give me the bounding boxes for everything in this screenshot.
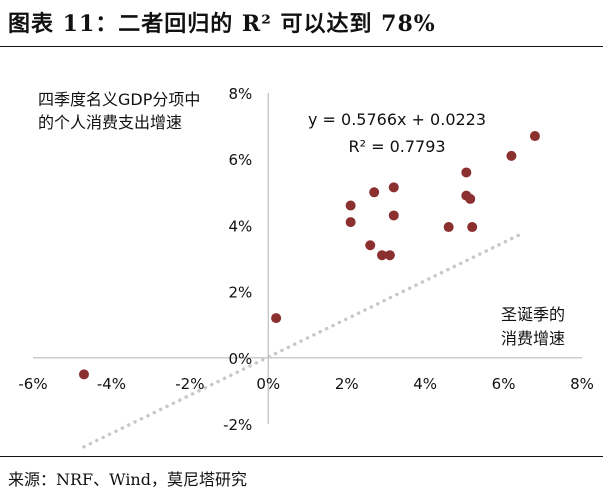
y-axis-title-line: 四季度名义GDP分项中 (38, 90, 200, 109)
data-point (443, 222, 454, 233)
y-tick-label: 6% (228, 151, 252, 169)
data-point (369, 187, 380, 198)
x-tick-label: -6% (18, 375, 47, 393)
y-tick-label: 2% (228, 284, 252, 302)
regression-equation: y = 0.5766x + 0.0223 (308, 110, 486, 129)
data-point (388, 210, 399, 221)
data-point (529, 131, 540, 142)
data-points (78, 131, 540, 380)
x-axis-title-line: 圣诞季的 (501, 305, 565, 324)
data-point (345, 200, 356, 211)
data-point (271, 313, 282, 324)
y-tick-label: 4% (228, 217, 252, 235)
trendline-path (82, 231, 525, 449)
axes: -6% -4% -2% 0% 2% 4% 6% 8% -2% 0% 2% 4% 6% 8% (18, 85, 594, 434)
y-axis-title-line: 的个人消费支出增速 (38, 113, 182, 132)
data-point (467, 222, 478, 233)
data-point (506, 150, 517, 161)
data-point (465, 193, 476, 204)
data-point (377, 250, 388, 261)
x-axis-title-line: 消费增速 (501, 329, 565, 348)
trendline (82, 231, 525, 449)
y-tick-label: 8% (228, 85, 252, 103)
x-tick-label: -4% (97, 375, 126, 393)
x-tick-label: -2% (175, 375, 204, 393)
y-tick-label: 0% (228, 350, 252, 368)
data-point (384, 250, 395, 261)
x-tick-label: 4% (413, 375, 437, 393)
data-point (388, 182, 399, 193)
data-point (345, 217, 356, 228)
r-squared: R² = 0.7793 (348, 137, 445, 156)
x-tick-label: 8% (570, 375, 594, 393)
figure-title: 图表 11：二者回归的 R² 可以达到 78% (8, 11, 436, 37)
top-rule (0, 46, 603, 47)
bottom-rule (0, 456, 603, 457)
data-point (461, 167, 472, 178)
scatter-chart: -6% -4% -2% 0% 2% 4% 6% 8% -2% 0% 2% 4% 6% 8% 四季度名义GD… (18, 85, 594, 449)
x-tick-label: 2% (335, 375, 359, 393)
data-point (365, 240, 376, 251)
x-tick-label: 6% (492, 375, 516, 393)
y-tick-label: -2% (223, 416, 252, 434)
x-tick-label: 0% (256, 375, 280, 393)
figure-source: 来源：NRF、Wind，莫尼塔研究 (8, 470, 247, 489)
data-point (78, 369, 89, 380)
